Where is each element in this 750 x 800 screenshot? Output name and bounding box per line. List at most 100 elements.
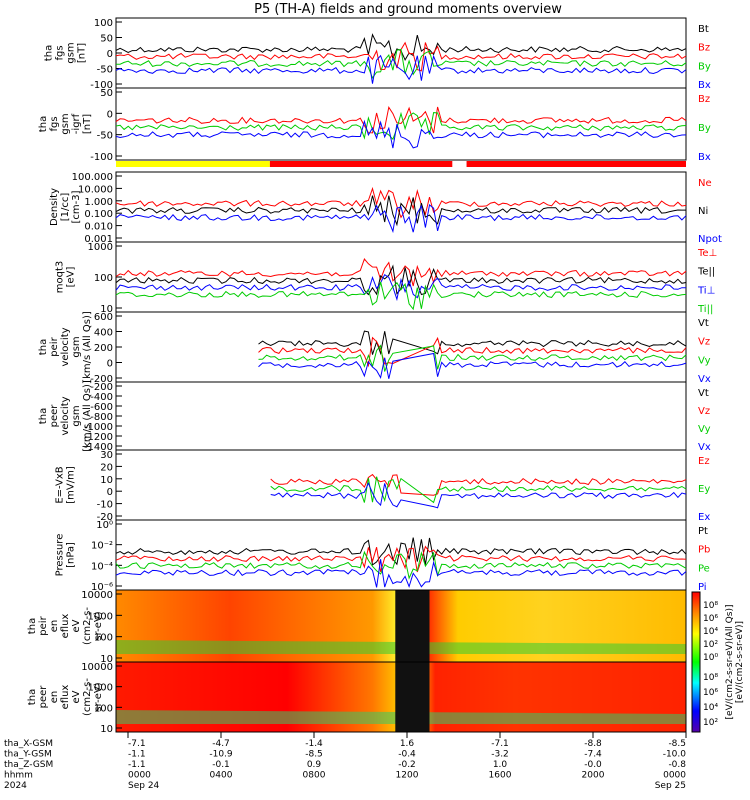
- series-by-line: [115, 111, 687, 141]
- x-tick-label: 1.0: [493, 760, 508, 770]
- colorbar-gradient: [691, 591, 701, 733]
- y-tick-label: 20: [100, 462, 113, 473]
- y-axis-label: tha peer velocity gsm [km/s (All Qs)]: [38, 380, 93, 452]
- y-tick-label: 10.000: [78, 184, 113, 195]
- y-tick-label: -600: [90, 402, 113, 413]
- y-tick-label: 0.001: [84, 234, 113, 245]
- y-label-line: (cm2-s-: [82, 607, 93, 645]
- x-tick-label: 2000: [582, 771, 605, 781]
- x-row-label: tha_Z-GSM: [4, 760, 53, 770]
- legend-entry: Bz: [698, 94, 710, 105]
- series-ti-line: [115, 281, 687, 311]
- y-label-line: eflux: [60, 614, 71, 639]
- y-label-line: tha: [38, 339, 49, 355]
- series-ez-line: [270, 473, 687, 496]
- y-axis-label: tha peer en eflux eV (cm2-s-sr-eV): [27, 678, 104, 716]
- y-tick-label: -1000: [84, 422, 113, 433]
- legend-entry: Ti⊥: [697, 285, 715, 296]
- y-tick-label: 100: [94, 273, 113, 284]
- y-tick-label: -100: [90, 152, 113, 163]
- series-ne-line: [115, 186, 687, 219]
- colorbar-tick-label: 10²: [703, 718, 718, 728]
- y-label-line: [km/s (All Qs)]: [82, 311, 93, 383]
- y-tick-label: 30: [100, 450, 113, 461]
- x-tick-label: 0000: [663, 771, 686, 781]
- x-tick-label: -10.0: [663, 750, 687, 760]
- state-bar: [116, 161, 686, 167]
- series-npot-line: [115, 203, 687, 234]
- y-label-line: moqt3: [55, 261, 66, 294]
- legend-entry: Te||: [697, 267, 715, 278]
- colorbar-tick-label: 10⁶: [703, 614, 718, 624]
- y-label-line: [nPa]: [66, 542, 77, 568]
- series-pb-line: [115, 545, 687, 573]
- series-vz-line: [258, 336, 687, 368]
- y-tick-label: -800: [90, 412, 113, 423]
- x-tick-label: 0000: [128, 771, 151, 781]
- y-tick-label: 10: [100, 475, 113, 486]
- y-label-line: sr-eV): [93, 682, 104, 711]
- y-label-line: [nT]: [77, 43, 88, 63]
- y-tick-label: 0.010: [84, 222, 113, 233]
- legend-entry: Vt: [698, 388, 709, 399]
- panel-2: 50 0 -50 -100 tha fgs gsm -igrf [nT] Bz By Bx: [38, 87, 711, 163]
- legend-entry: Vy: [698, 424, 711, 435]
- y-axis-label: Density [1/cc] [cm-3]: [49, 188, 82, 226]
- y-label-line: gsm: [60, 113, 71, 134]
- legend-entry: Pi: [698, 582, 707, 593]
- legend-entry: Bx: [698, 80, 711, 91]
- heatmap-gap: [395, 662, 430, 732]
- y-label-line: E=-VxB: [55, 466, 66, 503]
- legend-entry: Vx: [698, 374, 711, 385]
- y-label-line: tha: [38, 408, 49, 424]
- panel-8: 10⁰ 10⁻² 10⁻⁴ 10⁻⁶ Pressure [nPa] Pt Pb Pe Pi: [55, 519, 710, 593]
- y-tick-label: 0: [107, 487, 113, 498]
- legend-entry: Ni: [698, 206, 708, 217]
- y-tick-label: 10⁰: [96, 520, 113, 531]
- colorbar-tick-label: 10⁰: [703, 653, 718, 663]
- colorbar-tick-label: 10⁸: [703, 673, 718, 683]
- y-tick-label: -200: [90, 374, 113, 385]
- series-bx-line: [115, 54, 687, 84]
- x-tick-label: -8.5: [305, 750, 323, 760]
- x-tick-label: 1200: [396, 771, 419, 781]
- y-label-line: Pressure: [55, 534, 66, 577]
- legend-entry: Pb: [698, 545, 710, 556]
- panel-frame: [115, 87, 687, 161]
- panel-frame: [115, 381, 687, 451]
- series-te-line: [115, 258, 687, 287]
- x-tick-label: -10.9: [209, 750, 233, 760]
- state-bar-segment: [269, 161, 453, 167]
- legend-entry: Vx: [698, 442, 711, 453]
- y-label-line: sr-eV): [93, 611, 104, 640]
- y-label-line: en: [49, 691, 60, 704]
- y-tick-label: 600: [94, 312, 113, 323]
- x-row-label: 2024: [4, 781, 27, 791]
- legend-entry: Ez: [698, 456, 710, 467]
- y-tick-label: -400: [90, 392, 113, 403]
- panel-frame: [115, 661, 687, 733]
- panel-frame: [115, 449, 687, 521]
- state-bar-segment: [466, 161, 686, 167]
- y-tick-label: -50: [97, 131, 113, 142]
- legend-entry: Ex: [698, 512, 710, 523]
- legend-entry: Pe: [698, 563, 710, 574]
- legend-entry: Npot: [698, 234, 722, 245]
- x-tick-label: -4.7: [212, 739, 230, 749]
- y-tick-label: 1000: [88, 611, 113, 622]
- y-label-line: fgs: [49, 116, 60, 131]
- x-tick-label: -0.1: [212, 760, 230, 770]
- y-tick-label: 1.000: [84, 197, 113, 208]
- y-tick-label: 50: [100, 34, 113, 45]
- legend-entry: Vz: [698, 337, 710, 348]
- y-tick-label: 50: [100, 88, 113, 99]
- y-tick-label: -200: [90, 382, 113, 393]
- y-axis-label: tha peir velocity gsm [km/s (All Qs)]: [38, 311, 93, 383]
- x-tick-label: -1.1: [128, 760, 146, 770]
- x-row-label: tha_X-GSM: [4, 739, 53, 749]
- panel-frame: [115, 311, 687, 383]
- y-tick-label: 400: [94, 328, 113, 339]
- y-tick-label: 10: [100, 724, 113, 735]
- state-bar-segment: [116, 161, 270, 167]
- x-tick-label: -0.8: [668, 760, 686, 770]
